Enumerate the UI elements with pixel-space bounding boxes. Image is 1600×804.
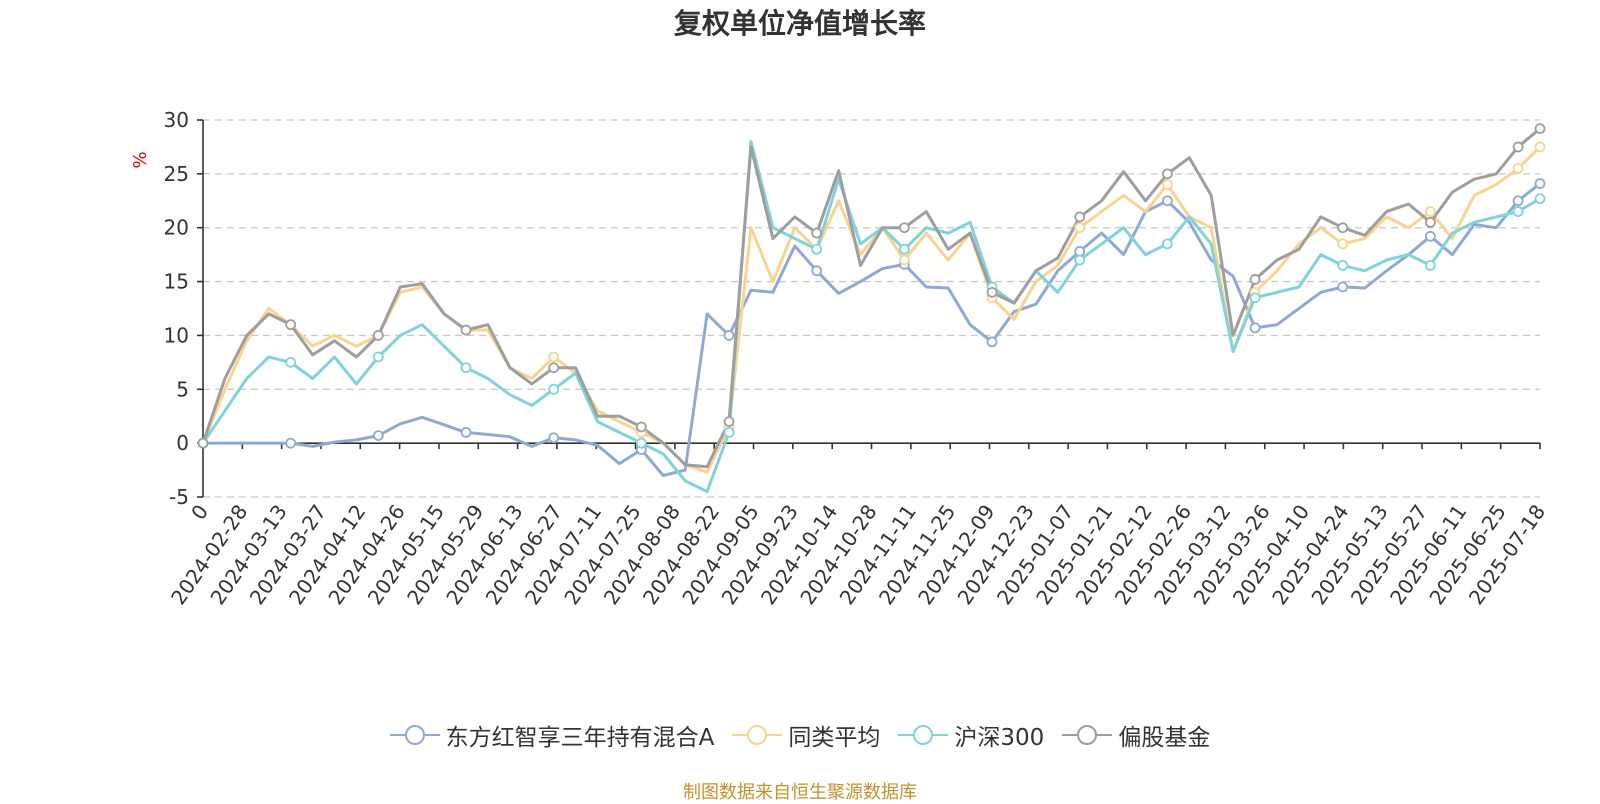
data-point-2 [1534, 193, 1546, 205]
data-point-2 [548, 383, 560, 395]
legend: 东方红智享三年持有混合A 同类平均 沪深300 偏股基金 [0, 718, 1600, 752]
data-point-1 [1512, 163, 1524, 174]
data-point-0 [1534, 178, 1546, 189]
data-point-2 [285, 356, 297, 368]
data-point-0 [285, 437, 297, 449]
data-point-1 [1425, 206, 1436, 217]
legend-item-peer-average[interactable]: 同类平均 [732, 718, 880, 752]
legend-item-equity-fund[interactable]: 偏股基金 [1062, 718, 1210, 752]
legend-label: 东方红智享三年持有混合A [445, 725, 715, 751]
data-point-0 [811, 265, 823, 277]
y-tick-label: 30 [164, 108, 189, 132]
data-point-0 [1074, 246, 1086, 257]
data-point-3 [1161, 168, 1173, 180]
data-point-0 [723, 330, 735, 341]
legend-marker-icon [898, 725, 949, 745]
data-point-0 [372, 430, 384, 442]
legend-item-csi300[interactable]: 沪深300 [898, 718, 1044, 752]
axes: -505101520253002024-02-282024-03-132024-… [164, 108, 1551, 609]
data-point-0 [548, 432, 560, 444]
data-point-3 [1512, 141, 1524, 153]
y-tick-label: 10 [164, 323, 189, 347]
data-point-3 [723, 416, 735, 428]
series-lines [201, 127, 1542, 494]
data-point-3 [197, 437, 209, 449]
data-point-0 [986, 336, 998, 348]
series-line-0 [203, 182, 1541, 477]
legend-label: 同类平均 [788, 725, 881, 751]
data-point-2 [1337, 260, 1349, 271]
legend-label: 偏股基金 [1118, 725, 1211, 751]
legend-marker-icon [389, 725, 440, 745]
data-point-3 [1074, 211, 1086, 223]
data-point-3 [1337, 222, 1349, 234]
data-point-2 [1161, 238, 1173, 250]
legend-marker-icon [1062, 725, 1113, 745]
data-point-3 [372, 330, 384, 341]
legend-item-fund[interactable]: 东方红智享三年持有混合A [389, 718, 715, 752]
data-point-3 [811, 227, 823, 239]
data-point-3 [1425, 216, 1436, 228]
data-point-0 [1337, 281, 1349, 293]
y-tick-label: 5 [176, 377, 189, 401]
series-line-2 [201, 140, 1541, 494]
legend-label: 沪深300 [954, 725, 1045, 751]
data-point-3 [635, 421, 647, 433]
data-point-0 [1425, 230, 1436, 242]
chart-title: 复权单位净值增长率 [673, 7, 926, 40]
data-point-1 [1161, 179, 1173, 191]
y-tick-label: -5 [169, 485, 189, 509]
data-point-3 [1249, 274, 1261, 285]
data-point-3 [460, 324, 472, 336]
y-tick-label: 25 [164, 162, 189, 186]
series-line-3 [201, 127, 1541, 469]
legend-marker-icon [732, 725, 783, 745]
y-axis-unit: % [130, 151, 151, 168]
data-point-2 [723, 426, 735, 438]
data-point-2 [1249, 292, 1261, 304]
data-point-1 [548, 351, 560, 363]
data-point-3 [285, 319, 297, 331]
grid-lines [203, 119, 1540, 498]
data-point-1 [1074, 222, 1086, 234]
data-point-2 [1512, 206, 1524, 217]
data-point-1 [1534, 141, 1546, 153]
x-tick-label: 0 [186, 500, 213, 524]
data-point-2 [460, 362, 472, 374]
data-point-3 [548, 362, 560, 374]
y-tick-label: 15 [164, 270, 189, 294]
data-point-2 [635, 437, 647, 449]
data-point-3 [1534, 123, 1546, 135]
data-point-2 [811, 243, 823, 255]
data-point-0 [1249, 322, 1261, 334]
data-point-2 [1425, 260, 1436, 271]
y-tick-label: 20 [164, 216, 189, 240]
data-point-2 [372, 351, 384, 363]
series-markers [197, 123, 1546, 456]
data-point-2 [898, 243, 910, 255]
y-tick-label: 0 [176, 431, 189, 455]
data-point-0 [1512, 195, 1524, 207]
source-note: 制图数据来自恒生聚源数据库 [683, 782, 917, 803]
data-point-0 [460, 426, 472, 438]
data-point-0 [1161, 195, 1173, 207]
data-point-3 [898, 222, 910, 234]
data-point-1 [898, 254, 910, 266]
data-point-1 [1337, 238, 1349, 250]
series-line-1 [201, 145, 1542, 474]
data-point-3 [986, 286, 998, 298]
data-point-2 [1074, 254, 1086, 266]
